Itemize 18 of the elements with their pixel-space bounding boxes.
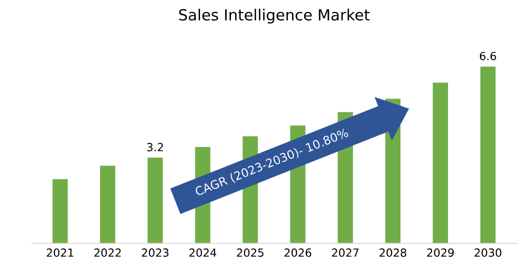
bar bbox=[432, 82, 448, 244]
x-tick-label: 2028 bbox=[380, 248, 406, 257]
x-tick-label: 2030 bbox=[474, 248, 502, 257]
x-tick-label: 2021 bbox=[46, 248, 74, 257]
bar bbox=[148, 158, 163, 244]
x-tick-label: 2024 bbox=[189, 248, 216, 257]
x-tick-label: 2027 bbox=[332, 248, 359, 257]
data-label: 6.6 bbox=[480, 52, 496, 60]
x-tick-label: 2029 bbox=[427, 248, 454, 257]
x-tick-label: 2022 bbox=[94, 248, 121, 257]
x-tick-label: 2026 bbox=[284, 248, 312, 257]
bar bbox=[100, 166, 116, 244]
bar bbox=[480, 66, 496, 244]
x-tick-label: 2025 bbox=[236, 248, 264, 257]
data-label: 3.2 bbox=[147, 142, 163, 152]
chart-title: Sales Intelligence Market bbox=[179, 8, 370, 24]
x-tick-label: 2023 bbox=[142, 248, 168, 257]
bar bbox=[52, 179, 68, 244]
